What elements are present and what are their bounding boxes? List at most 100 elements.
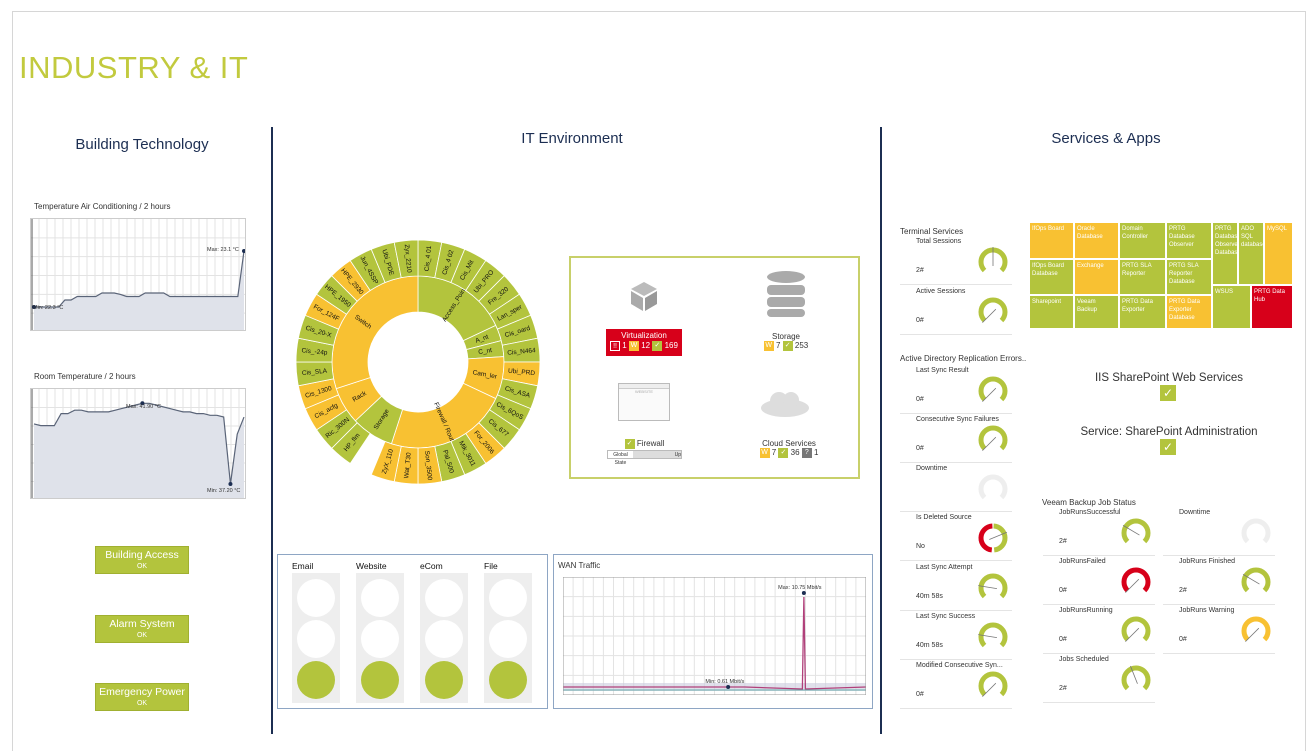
- sunburst-outer-label: Son_3500: [423, 450, 433, 481]
- ad-replication-heading: Active Directory Replication Errors..: [900, 354, 1027, 363]
- status-light-file[interactable]: [484, 573, 532, 703]
- off-light: [361, 620, 399, 658]
- gauge-sensor[interactable]: Consecutive Sync Failures 0#: [900, 414, 1012, 463]
- green-light: [425, 661, 463, 699]
- status-light-email[interactable]: [292, 573, 340, 703]
- gauge-sensor[interactable]: JobRuns Finished 2#: [1163, 556, 1275, 605]
- gauge-icon: [978, 622, 1008, 648]
- gauge-needle: [982, 436, 997, 451]
- treemap-tile[interactable]: PRTG Data Hub: [1251, 285, 1293, 329]
- ok-count: 36: [790, 448, 800, 458]
- virtualization-cube-icon: [631, 282, 657, 311]
- treemap-tile[interactable]: Veeam Backup: [1074, 295, 1119, 329]
- gauge-sensor[interactable]: JobRunsFailed 0#: [1043, 556, 1155, 605]
- terminal-services-heading: Terminal Services: [900, 227, 964, 236]
- treemap-tile[interactable]: IfOps Board Database: [1029, 259, 1074, 295]
- building-access-button[interactable]: Building Access OK: [95, 546, 189, 574]
- gauge-arc: [978, 671, 1008, 697]
- sensor-value: 0#: [1059, 587, 1067, 594]
- treemap-tile[interactable]: Oracle Database: [1074, 222, 1119, 259]
- sensor-value: 2#: [1059, 685, 1067, 692]
- sunburst-outer-label: Wat_T30: [403, 452, 413, 479]
- data-line: [33, 402, 245, 485]
- sensor-value: 0#: [916, 396, 924, 403]
- gauge-arc: [1241, 567, 1271, 593]
- treemap-tile[interactable]: PRTG Database Observer Database: [1212, 222, 1238, 285]
- gauge-needle: [978, 585, 998, 590]
- gauge-arc: [1121, 616, 1151, 642]
- gauge-arc: [978, 425, 1008, 451]
- treemap-tile[interactable]: Sharepoint: [1029, 295, 1074, 329]
- gauge-sensor[interactable]: Last Sync Attempt 40m 58s: [900, 562, 1012, 611]
- sunburst-inner-label: A_nt: [475, 334, 490, 345]
- treemap-tile[interactable]: Domain Controller: [1119, 222, 1166, 259]
- max-point: [801, 591, 806, 595]
- gauge-icon: [1241, 616, 1271, 642]
- status-light-website[interactable]: [356, 573, 404, 703]
- sensor-value: No: [916, 543, 925, 550]
- firewall-status[interactable]: ✓ Firewall Global State Up: [607, 439, 682, 466]
- treemap-tile[interactable]: PRTG Database Observer: [1166, 222, 1212, 259]
- gauge-sensor[interactable]: Last Sync Success 40m 58s: [900, 611, 1012, 660]
- gauge-needle: [1125, 627, 1140, 642]
- virtualization-status[interactable]: Virtualization !! 1 W 12 ✓ 169: [606, 329, 682, 356]
- gauge-arc: [1121, 567, 1151, 593]
- gauge-sensor[interactable]: Downtime: [900, 463, 1012, 512]
- sensor-label: Active Sessions: [916, 288, 966, 295]
- gauge-sensor[interactable]: JobRuns Warning 0#: [1163, 605, 1275, 654]
- gauge-sensor[interactable]: Active Sessions 0#: [900, 286, 1012, 335]
- status-light-ecom[interactable]: [420, 573, 468, 703]
- off-light: [297, 579, 335, 617]
- alarm-system-button[interactable]: Alarm System OK: [95, 615, 189, 643]
- wan-traffic-panel: WAN Traffic Max: 10.75 Mbit/s Min: 0.61 M…: [553, 554, 873, 709]
- treemap-tile[interactable]: IfOps Board: [1029, 222, 1074, 259]
- treemap-tile[interactable]: ADO SQL database: [1238, 222, 1264, 285]
- max-label: Max: 10.75 Mbit/s: [778, 585, 822, 591]
- unknown-count: 1: [814, 448, 819, 458]
- gauge-arc: [978, 622, 1008, 648]
- error-count: 1: [622, 341, 627, 351]
- treemap-tile[interactable]: PRTG Data Exporter: [1119, 295, 1166, 329]
- gauge-icon: [978, 376, 1008, 402]
- emergency-power-button[interactable]: Emergency Power OK: [95, 683, 189, 711]
- gauge-sensor[interactable]: Downtime: [1163, 507, 1275, 556]
- veeam-heading: Veeam Backup Job Status: [1042, 498, 1136, 507]
- min-label: Min: 22.3 °C: [33, 305, 63, 311]
- treemap-tile[interactable]: Exchange: [1074, 259, 1119, 295]
- gauge-arc: [978, 376, 1008, 402]
- storage-status[interactable]: Storage W 7 ✓ 253: [751, 332, 821, 351]
- treemap-tile[interactable]: PRTG SLA Reporter: [1119, 259, 1166, 295]
- gauge-arc-red: [978, 523, 993, 553]
- traffic-line: [563, 596, 866, 690]
- light-label: Website: [356, 561, 387, 571]
- off-light: [489, 620, 527, 658]
- sunburst-inner-label: Cam_ler: [472, 369, 498, 381]
- gauge-sensor[interactable]: Last Sync Result 0#: [900, 365, 1012, 414]
- green-light: [361, 661, 399, 699]
- sensor-label: Total Sessions: [916, 238, 962, 245]
- gauge-sensor[interactable]: Total Sessions 2#: [900, 236, 1012, 285]
- service-lights-panel: [277, 554, 548, 709]
- unknown-icon: ?: [801, 448, 812, 458]
- sunburst-outer-label: Cis_SLA: [302, 368, 329, 378]
- gauge-icon: [978, 297, 1008, 323]
- gauge-sensor[interactable]: Modified Consecutive Syn... 0#: [900, 660, 1012, 709]
- warning-count: 12: [641, 341, 651, 351]
- gauge-icon: [978, 474, 1008, 500]
- gauge-sensor[interactable]: JobRunsRunning 0#: [1043, 605, 1155, 654]
- button-status: OK: [136, 563, 148, 570]
- it-groups-panel: Virtualization !! 1 W 12 ✓ 169 Storage W…: [569, 256, 860, 479]
- gauge-arc: [978, 474, 1008, 500]
- warning-icon: W: [628, 341, 639, 351]
- gauge-sensor[interactable]: Jobs Scheduled 2#: [1043, 654, 1155, 703]
- gauge-sensor[interactable]: JobRunsSuccessful 2#: [1043, 507, 1155, 556]
- check-icon: ✓: [1160, 385, 1176, 401]
- treemap-tile[interactable]: PRTG SLA Reporter Database: [1166, 259, 1212, 295]
- gauge-sensor[interactable]: Is Deleted Source No: [900, 512, 1012, 561]
- treemap-tile[interactable]: PRTG Data Exporter Database: [1166, 295, 1212, 329]
- treemap-tile[interactable]: MySQL: [1264, 222, 1293, 285]
- treemap-tile[interactable]: WSUS: [1212, 285, 1251, 329]
- cloud-services-status[interactable]: Cloud Services W 7 ✓ 36 ? 1: [749, 439, 829, 458]
- gauge-needle: [978, 634, 998, 639]
